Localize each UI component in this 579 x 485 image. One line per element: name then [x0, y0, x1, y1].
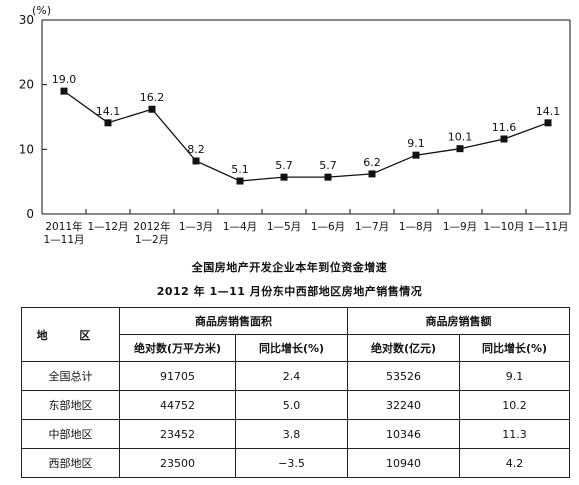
- data-point: [500, 135, 508, 143]
- x-tick-label: 1—9月: [443, 221, 477, 233]
- area-absolute-cell: 23500: [119, 448, 236, 478]
- chart-axes: 0 10 20 30(%): [19, 4, 571, 221]
- table-header-row: 地 区 商品房销售面积 商品房销售额: [21, 307, 570, 362]
- data-point: [60, 87, 68, 95]
- area-absolute-cell: 23452: [119, 419, 236, 449]
- data-point: [280, 173, 288, 181]
- subheader-amount-growth: 同比增长(%): [459, 334, 570, 362]
- area-growth-cell: 3.8: [235, 419, 348, 449]
- amount-growth-cell: 11.3: [459, 419, 570, 449]
- data-point: [456, 145, 464, 153]
- amount-growth-cell: 4.2: [459, 448, 570, 478]
- data-label: 16.2: [140, 91, 165, 104]
- amount-absolute-cell: 10346: [347, 419, 460, 449]
- data-point: [148, 105, 156, 113]
- data-point: [236, 177, 244, 185]
- data-label: 9.1: [407, 137, 425, 150]
- table-title: 2012 年 1—11 月份东中西部地区房地产销售情况: [156, 285, 423, 298]
- data-label: 5.7: [319, 159, 337, 172]
- x-tick-label: 1—6月: [311, 221, 345, 233]
- region-header: 地 区: [21, 307, 120, 362]
- subheader-area-absolute: 绝对数(万平方米): [119, 334, 236, 362]
- x-tick-label: 1—5月: [267, 221, 301, 233]
- data-point: [324, 173, 332, 181]
- data-point: [104, 119, 112, 127]
- table-row: 东部地区 44752 5.0 32240 10.2: [21, 390, 570, 420]
- x-tick-label: 1—12月: [87, 221, 128, 233]
- y-tick-label: 10: [19, 142, 34, 156]
- y-tick-label: 30: [19, 13, 34, 27]
- amount-absolute-cell: 53526: [347, 361, 460, 391]
- region-cell: 东部地区: [21, 390, 120, 420]
- chart-data-labels: 19.0 14.1 16.2 8.2 5.1 5.7 5.7 6.2 9.1 10.1 11.6 14…: [52, 73, 561, 176]
- subheader-area-growth: 同比增长(%): [235, 334, 348, 362]
- table-row: 全国总计 91705 2.4 53526 9.1: [21, 361, 570, 391]
- data-label: 5.7: [275, 159, 293, 172]
- sales-table: 地 区 商品房销售面积 商品房销售额 绝对数(万平方米) 同比增长(%) 绝对数…: [21, 307, 570, 478]
- chart-series-line: [63, 90, 549, 182]
- x-tick-label: 1—10月: [483, 221, 524, 233]
- data-label: 19.0: [52, 73, 77, 86]
- data-label: 10.1: [448, 131, 473, 144]
- data-label: 5.1: [231, 163, 249, 176]
- area-absolute-cell: 91705: [119, 361, 236, 391]
- region-cell: 西部地区: [21, 448, 120, 478]
- x-tick-label: 1—11月: [527, 221, 568, 233]
- y-axis-label: (%): [32, 4, 51, 17]
- y-tick-label: 20: [19, 78, 34, 92]
- growth-line-chart: 0 10 20 30(%) 19.0 14.1 16.2 8.2 5.1 5.7 5.7 6.2 9.…: [19, 4, 571, 246]
- data-point: [544, 119, 552, 127]
- x-tick-label: 2011年: [45, 220, 82, 233]
- chart-points: [60, 87, 552, 185]
- data-point: [368, 170, 376, 178]
- data-label: 11.6: [492, 121, 517, 134]
- data-label: 14.1: [536, 105, 561, 118]
- data-point: [192, 157, 200, 165]
- table-row: 西部地区 23500 −3.5 10940 4.2: [21, 448, 570, 478]
- amount-absolute-cell: 10940: [347, 448, 460, 478]
- data-label: 8.2: [187, 143, 205, 156]
- area-growth-cell: 5.0: [235, 390, 348, 420]
- series-line: [63, 90, 549, 182]
- x-tick-label: 1—3月: [179, 221, 213, 233]
- data-label: 6.2: [363, 156, 381, 169]
- table-row: 中部地区 23452 3.8 10346 11.3: [21, 419, 570, 449]
- x-tick-label: 1—8月: [399, 221, 433, 233]
- amount-absolute-cell: 32240: [347, 390, 460, 420]
- region-cell: 中部地区: [21, 419, 120, 449]
- chart-title: 全国房地产开发企业本年到位资金增速: [191, 261, 388, 274]
- x-tick-label: 1—7月: [355, 221, 389, 233]
- x-tick-label: 1—11月: [43, 234, 84, 246]
- amount-growth-cell: 10.2: [459, 390, 570, 420]
- area-growth-cell: −3.5: [235, 448, 348, 478]
- group-header-area: 商品房销售面积: [119, 307, 348, 335]
- x-tick-label: 1—2月: [135, 234, 169, 246]
- region-cell: 全国总计: [21, 361, 120, 391]
- data-point: [412, 151, 420, 159]
- x-tick-label: 2012年: [133, 220, 170, 233]
- area-growth-cell: 2.4: [235, 361, 348, 391]
- amount-growth-cell: 9.1: [459, 361, 570, 391]
- y-tick-label: 0: [26, 207, 34, 221]
- x-tick-label: 1—4月: [223, 221, 257, 233]
- region-header-label: 地 区: [36, 328, 105, 342]
- group-header-amount: 商品房销售额: [347, 307, 570, 335]
- subheader-amount-absolute: 绝对数(亿元): [347, 334, 460, 362]
- area-absolute-cell: 44752: [119, 390, 236, 420]
- data-label: 14.1: [96, 105, 121, 118]
